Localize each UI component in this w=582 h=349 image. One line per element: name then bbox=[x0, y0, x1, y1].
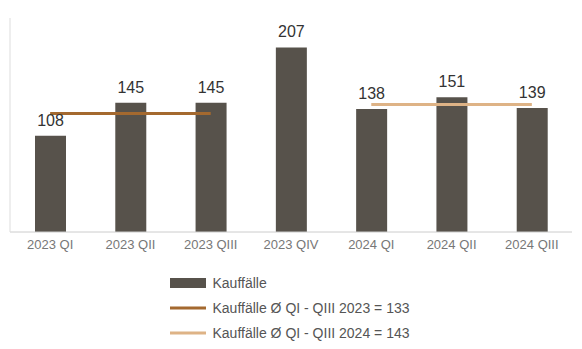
svg-text:2023 QIV: 2023 QIV bbox=[264, 237, 319, 252]
svg-text:151: 151 bbox=[439, 73, 466, 90]
svg-text:145: 145 bbox=[117, 79, 144, 96]
svg-text:2024 QII: 2024 QII bbox=[427, 237, 477, 252]
svg-text:139: 139 bbox=[519, 84, 546, 101]
svg-text:138: 138 bbox=[358, 85, 385, 102]
svg-text:207: 207 bbox=[278, 23, 305, 40]
svg-text:145: 145 bbox=[198, 79, 225, 96]
svg-text:2024 QIII: 2024 QIII bbox=[505, 237, 558, 252]
svg-text:2024 QI: 2024 QI bbox=[348, 237, 394, 252]
svg-text:2023 QI: 2023 QI bbox=[27, 237, 73, 252]
html-text:Kauffälle Ø QI - QIII 2023 = 1: Kauffälle Ø QI - QIII 2023 = 133 bbox=[212, 299, 410, 316]
html-text:Kauffälle Ø QI - QIII 2024 = 1: Kauffälle Ø QI - QIII 2024 = 143 bbox=[212, 324, 410, 341]
svg-text:2023 QIII: 2023 QIII bbox=[184, 237, 237, 252]
html-text:Kauffälle: Kauffälle bbox=[212, 274, 267, 291]
svg-text:2023 QII: 2023 QII bbox=[105, 237, 155, 252]
svg-text:108: 108 bbox=[37, 112, 64, 129]
